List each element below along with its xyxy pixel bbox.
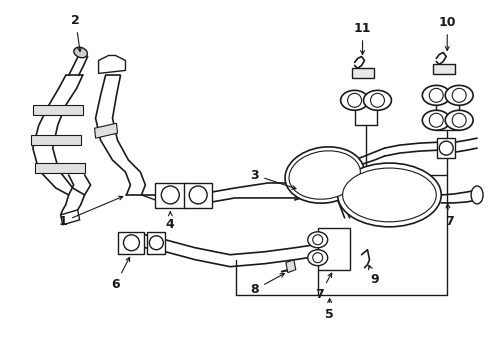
Text: 1: 1: [58, 196, 122, 228]
Circle shape: [451, 113, 465, 127]
Text: 2: 2: [71, 14, 81, 51]
Text: 11: 11: [353, 22, 370, 54]
Bar: [118, 232, 144, 254]
Bar: [432, 64, 454, 75]
Text: 4: 4: [165, 212, 174, 231]
Polygon shape: [285, 260, 295, 273]
Bar: [436, 138, 454, 158]
Ellipse shape: [363, 90, 390, 110]
Polygon shape: [31, 135, 81, 145]
Text: 9: 9: [368, 265, 378, 286]
Circle shape: [428, 113, 442, 127]
Circle shape: [312, 253, 322, 263]
Ellipse shape: [337, 163, 440, 227]
Text: 7: 7: [444, 204, 453, 228]
Polygon shape: [94, 123, 117, 138]
Text: 8: 8: [250, 274, 284, 296]
Bar: [155, 183, 185, 208]
Ellipse shape: [470, 186, 482, 204]
Circle shape: [161, 186, 179, 204]
Ellipse shape: [302, 184, 316, 200]
Ellipse shape: [340, 90, 368, 110]
Circle shape: [428, 88, 442, 102]
Ellipse shape: [285, 147, 364, 203]
Ellipse shape: [307, 232, 327, 248]
Text: 10: 10: [438, 16, 455, 50]
Circle shape: [347, 93, 361, 107]
Text: 3: 3: [250, 168, 295, 189]
Circle shape: [123, 235, 139, 251]
Polygon shape: [99, 55, 125, 73]
Bar: [147, 232, 165, 254]
Ellipse shape: [74, 47, 87, 58]
Polygon shape: [35, 163, 84, 173]
Bar: [317, 228, 349, 270]
Circle shape: [149, 236, 163, 250]
Circle shape: [312, 235, 322, 245]
Circle shape: [451, 88, 465, 102]
Ellipse shape: [288, 151, 360, 199]
Ellipse shape: [422, 110, 449, 130]
Ellipse shape: [422, 85, 449, 105]
Text: 6: 6: [111, 257, 129, 291]
Circle shape: [370, 93, 384, 107]
Circle shape: [438, 141, 452, 155]
Text: 7: 7: [315, 273, 331, 301]
Polygon shape: [33, 105, 82, 115]
Bar: [351, 68, 373, 78]
Circle shape: [189, 186, 207, 204]
Ellipse shape: [444, 110, 472, 130]
Ellipse shape: [307, 250, 327, 266]
Polygon shape: [61, 210, 80, 225]
Bar: [184, 183, 212, 208]
Text: 5: 5: [325, 298, 333, 321]
Ellipse shape: [342, 168, 435, 222]
Ellipse shape: [444, 85, 472, 105]
